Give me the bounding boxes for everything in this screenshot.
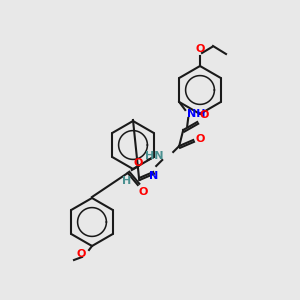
Text: O: O — [76, 249, 86, 259]
Text: O: O — [139, 187, 148, 197]
Text: H: H — [122, 176, 131, 186]
Text: NH: NH — [187, 109, 206, 119]
Text: HN: HN — [145, 151, 163, 161]
Text: O: O — [134, 158, 143, 168]
Text: O: O — [195, 44, 205, 54]
Text: O: O — [199, 110, 208, 120]
Text: O: O — [195, 134, 205, 144]
Text: N: N — [148, 171, 158, 181]
